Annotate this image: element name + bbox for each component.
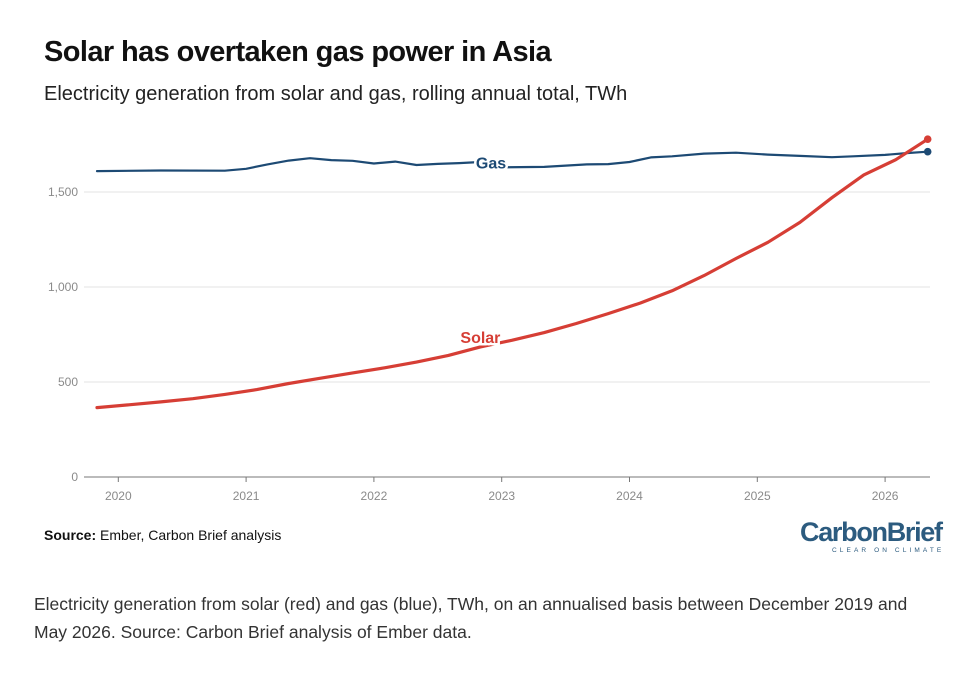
gas-series-line xyxy=(95,150,929,173)
solar-series-label: Solar xyxy=(460,330,500,347)
solar-endpoint xyxy=(923,135,932,143)
x-tick-label: 2026 xyxy=(872,489,899,503)
y-tick-label: 0 xyxy=(71,470,78,484)
x-tick-label: 2020 xyxy=(105,489,132,503)
x-tick-label: 2022 xyxy=(361,489,388,503)
figure-caption: Electricity generation from solar (red) … xyxy=(34,594,908,642)
logo-wordmark: CarbonBrief xyxy=(800,517,943,547)
source-label: Source: xyxy=(44,527,97,543)
chart-title: Solar has overtaken gas power in Asia xyxy=(44,36,552,68)
logo-tagline: CLEAR ON CLIMATE xyxy=(832,547,945,554)
x-tick-label: 2023 xyxy=(488,489,515,503)
x-tick-label: 2025 xyxy=(744,489,771,503)
source-text: Ember, Carbon Brief analysis xyxy=(100,527,282,543)
y-axis-ticks: 0 500 1,000 1,500 xyxy=(48,185,78,484)
x-tick-label: 2024 xyxy=(616,489,643,503)
series-labels: Gas Solar xyxy=(458,153,509,349)
gas-endpoint xyxy=(923,147,932,156)
y-tick-label: 1,000 xyxy=(48,280,78,294)
y-tick-label: 1,500 xyxy=(48,185,78,199)
x-tick-label: 2021 xyxy=(233,489,260,503)
gridlines xyxy=(84,191,930,383)
series-layer xyxy=(95,135,932,410)
chart-subtitle: Electricity generation from solar and ga… xyxy=(44,83,628,105)
gas-series-label: Gas xyxy=(476,156,506,173)
solar-series-line xyxy=(95,137,930,410)
y-tick-label: 500 xyxy=(58,375,78,389)
carbonbrief-logo: CarbonBrief CLEAR ON CLIMATE xyxy=(800,517,945,554)
x-axis: 2020 2021 2022 2023 2024 2025 2026 xyxy=(84,476,930,503)
source-note: Source: Ember, Carbon Brief analysis xyxy=(44,527,281,543)
